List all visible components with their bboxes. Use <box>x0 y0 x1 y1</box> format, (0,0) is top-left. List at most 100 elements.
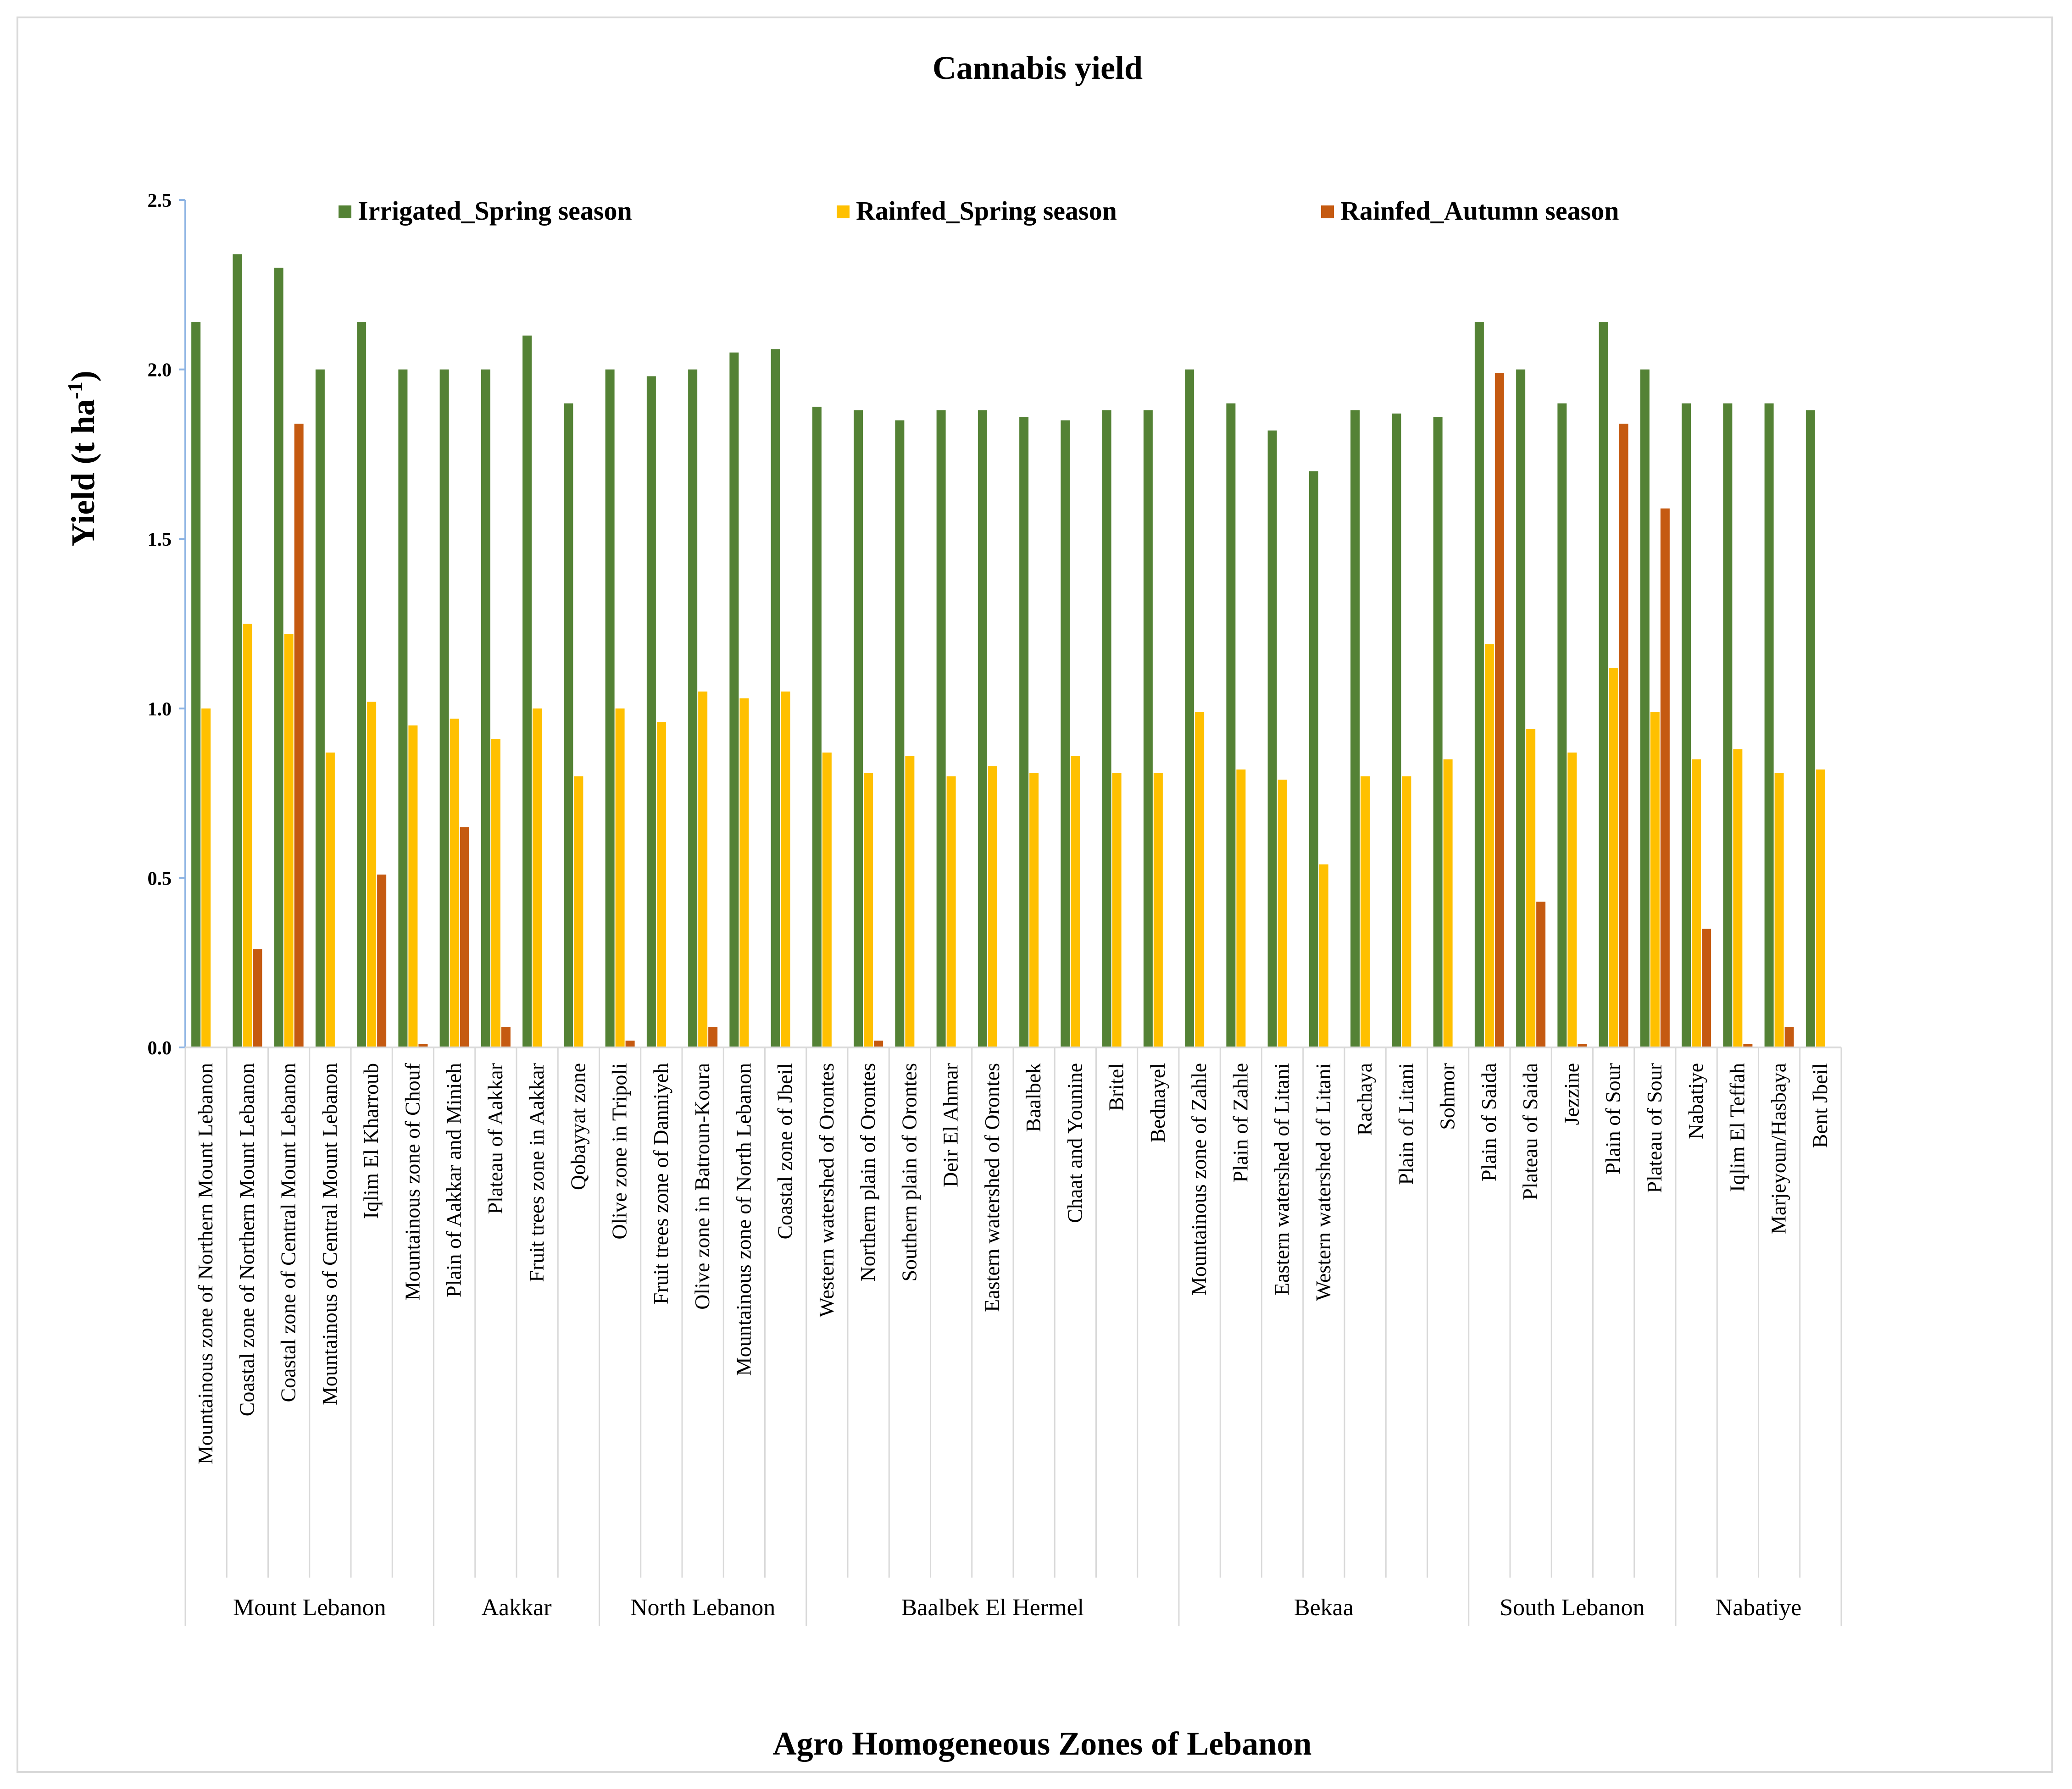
y-tick-label: 0.5 <box>148 868 172 889</box>
category-label: Britel <box>1105 1063 1128 1111</box>
y-axis-title-sup: -1 <box>63 382 87 399</box>
legend-swatch-rainfed-spring <box>837 205 850 218</box>
bar-rainfed-autumn <box>1784 1027 1794 1047</box>
bar-irrigated-spring <box>191 322 201 1047</box>
bar-rainfed-autumn <box>501 1027 511 1047</box>
category-label: Olive zone in Tripoli <box>608 1063 631 1240</box>
category-label: Rachaya <box>1353 1063 1376 1135</box>
category-label: Coastal zone of Jbeil <box>773 1063 797 1240</box>
y-axis-title-main: Yield (t ha <box>65 399 101 546</box>
bar-rainfed-spring <box>1526 729 1536 1047</box>
bar-rainfed-autumn <box>1660 508 1670 1047</box>
group-label: Nabatiye <box>1716 1595 1802 1621</box>
category-label: Deir El Ahmar <box>939 1063 962 1187</box>
bar-irrigated-spring <box>564 403 573 1047</box>
bar-irrigated-spring <box>481 369 490 1047</box>
bar-irrigated-spring <box>357 322 367 1047</box>
y-axis-title: Yield (t ha-1) <box>63 371 101 547</box>
bar-rainfed-autumn <box>418 1044 428 1047</box>
bar-irrigated-spring <box>522 335 532 1048</box>
y-tick-label: 0.0 <box>148 1038 172 1059</box>
category-label: Plateau of Saida <box>1518 1063 1542 1200</box>
bar-rainfed-autumn <box>708 1027 718 1047</box>
category-label: Mountainous of Central Mount Lebanon <box>318 1063 341 1405</box>
bar-irrigated-spring <box>812 406 822 1047</box>
category-label: Mountainous zone of Chouf <box>400 1063 424 1300</box>
group-label: North Lebanon <box>630 1595 775 1621</box>
legend-label-rainfed-spring: Rainfed_Spring season <box>856 196 1117 226</box>
bar-rainfed-autumn <box>1536 902 1546 1047</box>
bar-irrigated-spring <box>1350 410 1360 1048</box>
category-label: Mountainous zone of Zahle <box>1187 1063 1211 1296</box>
bar-rainfed-spring <box>1484 644 1494 1047</box>
bar-rainfed-spring <box>201 708 211 1047</box>
bar-rainfed-spring <box>1692 759 1701 1047</box>
bar-rainfed-autumn <box>625 1041 635 1047</box>
category-label: Coastal zone of Central Mount Lebanon <box>277 1063 300 1402</box>
bar-irrigated-spring <box>1557 403 1567 1047</box>
category-label: Western watershed of Litani <box>1311 1063 1335 1301</box>
category-label: Iqlim El Kharroub <box>359 1063 383 1219</box>
category-label: Plateau of Sour <box>1643 1063 1666 1193</box>
bar-rainfed-spring <box>491 739 500 1047</box>
bar-irrigated-spring <box>605 369 615 1047</box>
bar-irrigated-spring <box>729 352 739 1047</box>
bar-rainfed-autumn <box>1743 1044 1753 1047</box>
bar-rainfed-autumn <box>1619 423 1628 1047</box>
category-label: Plain of Litani <box>1394 1063 1417 1185</box>
bar-rainfed-spring <box>1733 749 1743 1047</box>
category-label: Western watershed of Orontes <box>815 1063 838 1318</box>
bar-rainfed-autumn <box>294 423 304 1047</box>
bars <box>191 254 1825 1048</box>
legend-label-rainfed-autumn: Rainfed_Autumn season <box>1340 196 1619 226</box>
category-label: Eastern watershed of Litani <box>1270 1063 1294 1296</box>
bar-rainfed-spring <box>574 776 583 1047</box>
bar-rainfed-autumn <box>1578 1044 1587 1047</box>
y-axis-title-suffix: ) <box>65 371 101 382</box>
bar-irrigated-spring <box>1226 403 1236 1047</box>
category-label: Baalbek <box>1022 1063 1045 1132</box>
bar-irrigated-spring <box>1599 322 1608 1047</box>
bar-irrigated-spring <box>1682 403 1691 1047</box>
group-label: Aakkar <box>481 1595 551 1621</box>
bar-irrigated-spring <box>895 420 905 1047</box>
bar-irrigated-spring <box>688 369 698 1047</box>
bar-rainfed-spring <box>1774 773 1784 1047</box>
bar-rainfed-spring <box>698 691 708 1047</box>
bar-irrigated-spring <box>854 410 863 1048</box>
bar-rainfed-spring <box>905 756 915 1047</box>
bar-rainfed-spring <box>822 752 832 1047</box>
bar-rainfed-autumn <box>377 875 387 1047</box>
bar-irrigated-spring <box>1392 413 1401 1047</box>
bar-irrigated-spring <box>1764 403 1774 1047</box>
bar-rainfed-spring <box>1319 864 1328 1047</box>
x-axis-title: Agro Homogeneous Zones of Lebanon <box>773 1725 1312 1762</box>
category-label: Plain of Saida <box>1477 1063 1500 1181</box>
category-label: Bent Jbeil <box>1808 1063 1832 1148</box>
group-label: Baalbek El Hermel <box>901 1595 1084 1621</box>
group-label: South Lebanon <box>1500 1595 1644 1621</box>
y-tick-label: 1.5 <box>148 529 172 550</box>
bar-rainfed-spring <box>1609 668 1618 1047</box>
category-label: Southern plain of Orontes <box>897 1063 921 1282</box>
bar-rainfed-spring <box>1816 769 1825 1047</box>
chart-title: Cannabis yield <box>933 50 1143 86</box>
category-label: Plain of Zahle <box>1228 1063 1252 1183</box>
bar-irrigated-spring <box>1516 369 1526 1047</box>
chart-frame <box>17 17 2053 1773</box>
category-label: Qobayyat zone <box>566 1063 589 1190</box>
bar-rainfed-spring <box>1153 773 1163 1047</box>
bar-irrigated-spring <box>315 369 325 1047</box>
category-label: Plain of Sour <box>1601 1063 1625 1174</box>
y-tick-label: 1.0 <box>148 699 172 720</box>
category-label: Nabatiye <box>1684 1063 1707 1139</box>
category-label: Northern plain of Orontes <box>856 1063 879 1282</box>
category-label: Jezzine <box>1560 1063 1583 1125</box>
category-label: Sohmor <box>1436 1063 1459 1130</box>
bar-irrigated-spring <box>978 410 987 1048</box>
category-label: Fruit trees zone in Aakkar <box>525 1063 548 1282</box>
bar-irrigated-spring <box>1723 403 1733 1047</box>
bar-rainfed-spring <box>325 752 335 1047</box>
bar-rainfed-spring <box>988 766 997 1047</box>
bar-rainfed-spring <box>1443 759 1453 1047</box>
